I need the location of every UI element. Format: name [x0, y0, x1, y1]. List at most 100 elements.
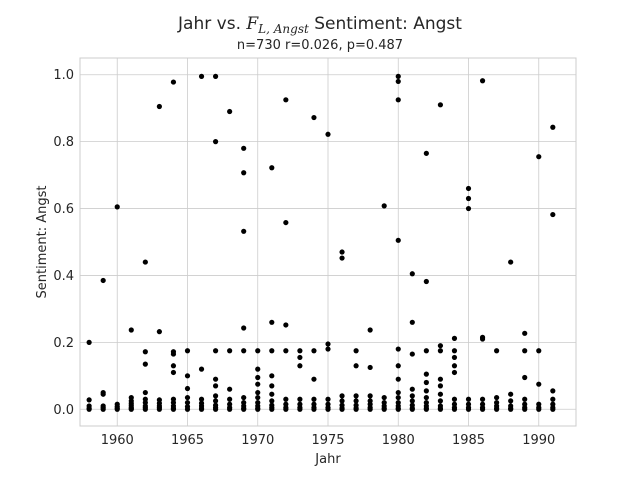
x-tick-label: 1960	[101, 433, 134, 448]
data-point	[311, 114, 317, 121]
data-point	[522, 396, 528, 402]
data-point	[522, 330, 528, 336]
data-point	[184, 348, 191, 354]
data-point	[184, 399, 191, 406]
y-tick-label: 0.2	[53, 336, 74, 351]
data-point	[522, 348, 528, 354]
data-point	[212, 393, 219, 399]
data-point	[536, 406, 542, 412]
data-point	[395, 406, 401, 412]
data-point	[395, 389, 401, 396]
tick-labels: 1960 1965 1970 1975 1980 1985 1990 0.0 0.2 0.4 0.6…	[53, 68, 555, 448]
x-tick-label: 1980	[382, 433, 415, 448]
data-point	[479, 78, 486, 84]
data-point	[297, 396, 303, 402]
data-points	[86, 73, 556, 412]
data-point	[367, 327, 373, 333]
data-point	[184, 394, 191, 401]
data-point	[423, 406, 429, 412]
data-point	[479, 336, 486, 342]
data-point	[465, 195, 472, 202]
data-point	[142, 259, 148, 265]
data-point	[409, 271, 415, 277]
data-point	[227, 348, 233, 354]
data-point	[508, 406, 514, 412]
y-tick-label: 0.4	[53, 269, 74, 284]
data-point	[550, 124, 556, 130]
data-point	[423, 150, 429, 156]
data-point	[269, 319, 275, 325]
data-point	[269, 398, 275, 404]
data-point	[367, 406, 373, 412]
plot-frame	[79, 57, 577, 427]
data-point	[142, 349, 148, 355]
data-point	[297, 348, 303, 354]
data-point	[198, 73, 205, 79]
data-point	[283, 396, 289, 402]
data-point	[297, 363, 303, 369]
data-point	[255, 389, 261, 396]
data-point	[227, 108, 233, 115]
data-point	[170, 79, 177, 85]
data-point	[381, 394, 387, 401]
data-point	[212, 406, 219, 412]
data-point	[550, 211, 556, 218]
data-point	[353, 406, 359, 412]
data-point	[437, 383, 444, 389]
data-point	[451, 354, 458, 361]
data-point	[170, 406, 177, 412]
data-point	[283, 406, 289, 412]
data-point	[451, 406, 458, 412]
data-point	[437, 406, 444, 412]
data-point	[198, 396, 205, 402]
y-tick-label: 0.6	[53, 202, 74, 217]
data-point	[395, 237, 401, 243]
data-point	[522, 374, 528, 381]
data-point	[395, 78, 401, 85]
data-point	[142, 361, 148, 367]
data-point	[100, 277, 106, 284]
data-point	[465, 205, 472, 212]
y-axis-label: Sentiment: Angst	[35, 186, 50, 299]
data-point	[156, 103, 162, 110]
data-point	[423, 348, 429, 354]
data-point	[255, 394, 261, 401]
data-point	[536, 381, 542, 387]
data-point	[227, 406, 233, 412]
data-point	[311, 396, 317, 402]
data-point	[395, 376, 401, 382]
data-point	[184, 385, 191, 392]
data-point	[269, 391, 275, 397]
data-point	[100, 406, 106, 412]
data-point	[170, 363, 177, 369]
data-point	[255, 348, 261, 354]
data-point	[381, 203, 387, 209]
data-point	[128, 406, 134, 412]
data-point	[437, 348, 444, 354]
data-point	[508, 259, 514, 265]
data-point	[353, 398, 359, 404]
data-point	[409, 319, 415, 325]
data-point	[395, 346, 401, 352]
y-tick-label: 1.0	[53, 68, 74, 83]
data-point	[508, 391, 514, 397]
data-point	[297, 354, 303, 361]
data-point	[283, 348, 289, 354]
data-point	[325, 346, 331, 352]
data-point	[437, 398, 444, 404]
data-point	[423, 388, 429, 394]
data-point	[170, 351, 177, 357]
data-point	[451, 369, 458, 376]
data-point	[325, 341, 331, 347]
title-suffix: Sentiment: Angst	[309, 14, 462, 34]
data-point	[227, 396, 233, 402]
data-point	[339, 398, 345, 404]
data-point	[409, 393, 415, 399]
data-point	[269, 165, 275, 171]
title-math-sub: L, Angst	[257, 22, 309, 36]
data-point	[283, 219, 289, 226]
data-point	[494, 406, 500, 412]
data-point	[212, 398, 219, 404]
data-point	[86, 397, 92, 403]
data-point	[395, 394, 401, 401]
